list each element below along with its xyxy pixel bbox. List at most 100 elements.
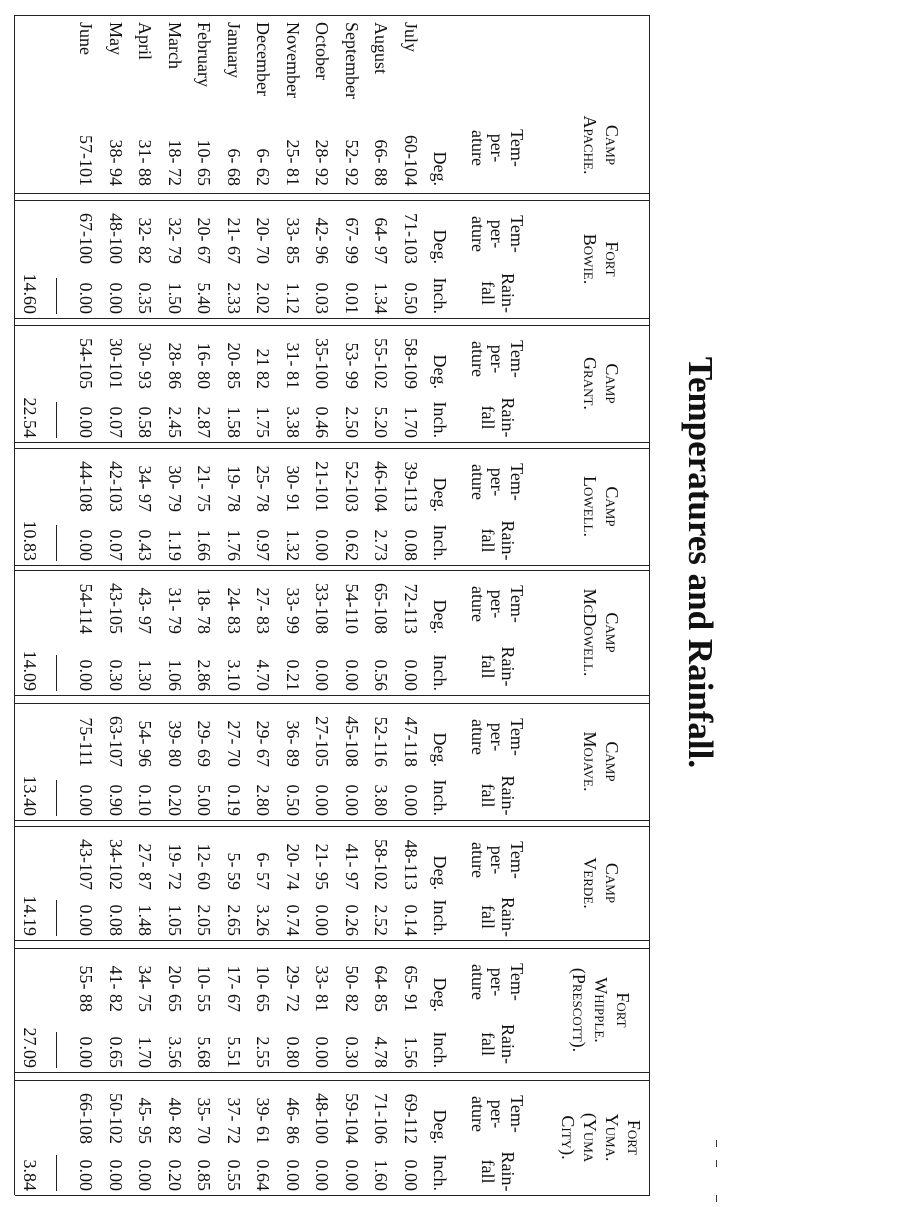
rain-value: 0.50 — [283, 784, 303, 817]
month-label: March — [165, 22, 185, 69]
station-name: Fort — [602, 241, 622, 277]
temp-value: 46- 86 — [283, 1097, 303, 1145]
rain-value: 2.52 — [371, 904, 392, 937]
temp-label: Tem- — [507, 1095, 527, 1133]
rain-value: 3.56 — [165, 1036, 185, 1069]
temp-value: 41- 97 — [342, 843, 362, 891]
station-name: Bowie. — [580, 233, 600, 285]
temp-unit: Deg. — [430, 354, 450, 390]
temp-value: 21 82 — [253, 348, 274, 390]
temp-value: 54-105 — [76, 338, 97, 389]
temp-label: Tem- — [507, 841, 527, 879]
temp-label: ature — [468, 464, 488, 500]
temp-value: 32- 82 — [135, 217, 156, 265]
rain-value: 0.00 — [342, 784, 362, 817]
rain-value: 2.73 — [371, 529, 392, 562]
rain-value: 0.80 — [283, 1036, 303, 1069]
rain-value: 0.00 — [312, 1159, 333, 1192]
rain-value: 1.48 — [135, 904, 156, 937]
temp-label: per- — [487, 722, 508, 752]
rain-label: fall — [478, 405, 499, 430]
rain-unit: Inch. — [430, 277, 450, 314]
rain-unit: Inch. — [430, 779, 450, 816]
temp-value: 19- 72 — [165, 843, 185, 891]
rain-value: 0.00 — [312, 659, 333, 692]
temp-value: 52-116 — [371, 716, 392, 767]
total-rule — [56, 1155, 57, 1191]
rain-value: 0.08 — [106, 904, 126, 937]
rain-value: 0.20 — [165, 784, 185, 817]
temp-value: 50- 82 — [342, 965, 362, 1013]
month-label: September — [342, 22, 362, 99]
rain-value: 0.08 — [401, 529, 421, 562]
table-rule — [15, 1195, 650, 1196]
temp-value: 46-104 — [371, 461, 392, 512]
rain-value: 0.46 — [312, 406, 333, 439]
temp-value: 39- 61 — [253, 1097, 274, 1145]
temp-value: 52- 92 — [342, 139, 362, 187]
rain-value: 0.00 — [342, 659, 362, 692]
temp-value: 58-102 — [371, 839, 392, 890]
rain-value: 5.51 — [224, 1036, 244, 1069]
rain-value: 0.00 — [106, 1159, 126, 1192]
temp-value: 28- 86 — [165, 342, 185, 390]
temp-value: 28- 92 — [312, 139, 333, 187]
station-name: Apache. — [580, 115, 600, 175]
rain-unit: Inch. — [430, 401, 450, 438]
temp-value: 18- 72 — [165, 139, 185, 187]
temp-value: 55- 88 — [76, 965, 97, 1013]
rain-value: 1.19 — [165, 529, 185, 562]
temp-value: 54- 96 — [135, 720, 156, 768]
temp-value: 54-114 — [76, 583, 97, 634]
rain-total: 22.54 — [20, 397, 40, 439]
rain-value: 5.68 — [194, 1036, 215, 1069]
rain-value: 0.97 — [253, 529, 274, 562]
rain-value: 1.60 — [371, 1159, 392, 1192]
month-label: June — [76, 22, 97, 55]
rain-total: 27.09 — [20, 1027, 40, 1069]
temp-value: 33-108 — [312, 583, 333, 634]
temp-value: 21-101 — [312, 461, 333, 512]
rain-value: 1.76 — [224, 529, 244, 562]
rain-value: 2.80 — [253, 784, 274, 817]
temp-value: 45-108 — [342, 716, 362, 767]
rain-value: 3.10 — [224, 659, 244, 692]
temp-value: 6- 68 — [224, 148, 244, 187]
rain-value: 2.65 — [224, 904, 244, 937]
table-rule — [15, 318, 650, 319]
rain-value: 0.00 — [283, 1159, 303, 1192]
rain-label: Rain- — [498, 397, 518, 438]
temp-value: 52-103 — [342, 461, 362, 512]
temp-value: 25- 81 — [283, 139, 303, 187]
temp-value: 20- 67 — [194, 217, 215, 265]
rain-value: 2.45 — [165, 406, 185, 439]
temp-value: 20- 85 — [224, 342, 244, 390]
temp-value: 67- 99 — [342, 217, 362, 265]
station-name: Camp — [602, 124, 622, 166]
temp-value: 27- 87 — [135, 843, 156, 891]
temp-value: 42-103 — [106, 461, 126, 512]
month-label: February — [194, 22, 215, 87]
temp-value: 21- 75 — [194, 465, 215, 513]
rain-value: 5.40 — [194, 282, 215, 315]
rain-label: Rain- — [498, 1151, 518, 1192]
rain-value: 0.14 — [401, 904, 421, 937]
temp-label: ature — [468, 964, 488, 1000]
temp-value: 30-101 — [106, 338, 126, 389]
temp-value: 21- 67 — [224, 217, 244, 265]
temp-label: Tem- — [507, 718, 527, 756]
rain-value: 2.05 — [194, 904, 215, 937]
dash-mark — [716, 1160, 717, 1167]
station-name: Camp — [602, 486, 622, 527]
temp-value: 58-109 — [401, 338, 421, 389]
station-name: Lowell. — [580, 476, 600, 537]
temp-value: 66- 88 — [371, 139, 392, 187]
rain-value: 0.50 — [401, 282, 421, 315]
rain-value: 0.55 — [224, 1159, 244, 1192]
temp-value: 71-106 — [371, 1093, 392, 1144]
temp-unit: Deg. — [430, 599, 450, 635]
temp-label: ature — [468, 842, 488, 878]
month-label: July — [401, 22, 421, 53]
rain-value: 0.90 — [106, 784, 126, 817]
